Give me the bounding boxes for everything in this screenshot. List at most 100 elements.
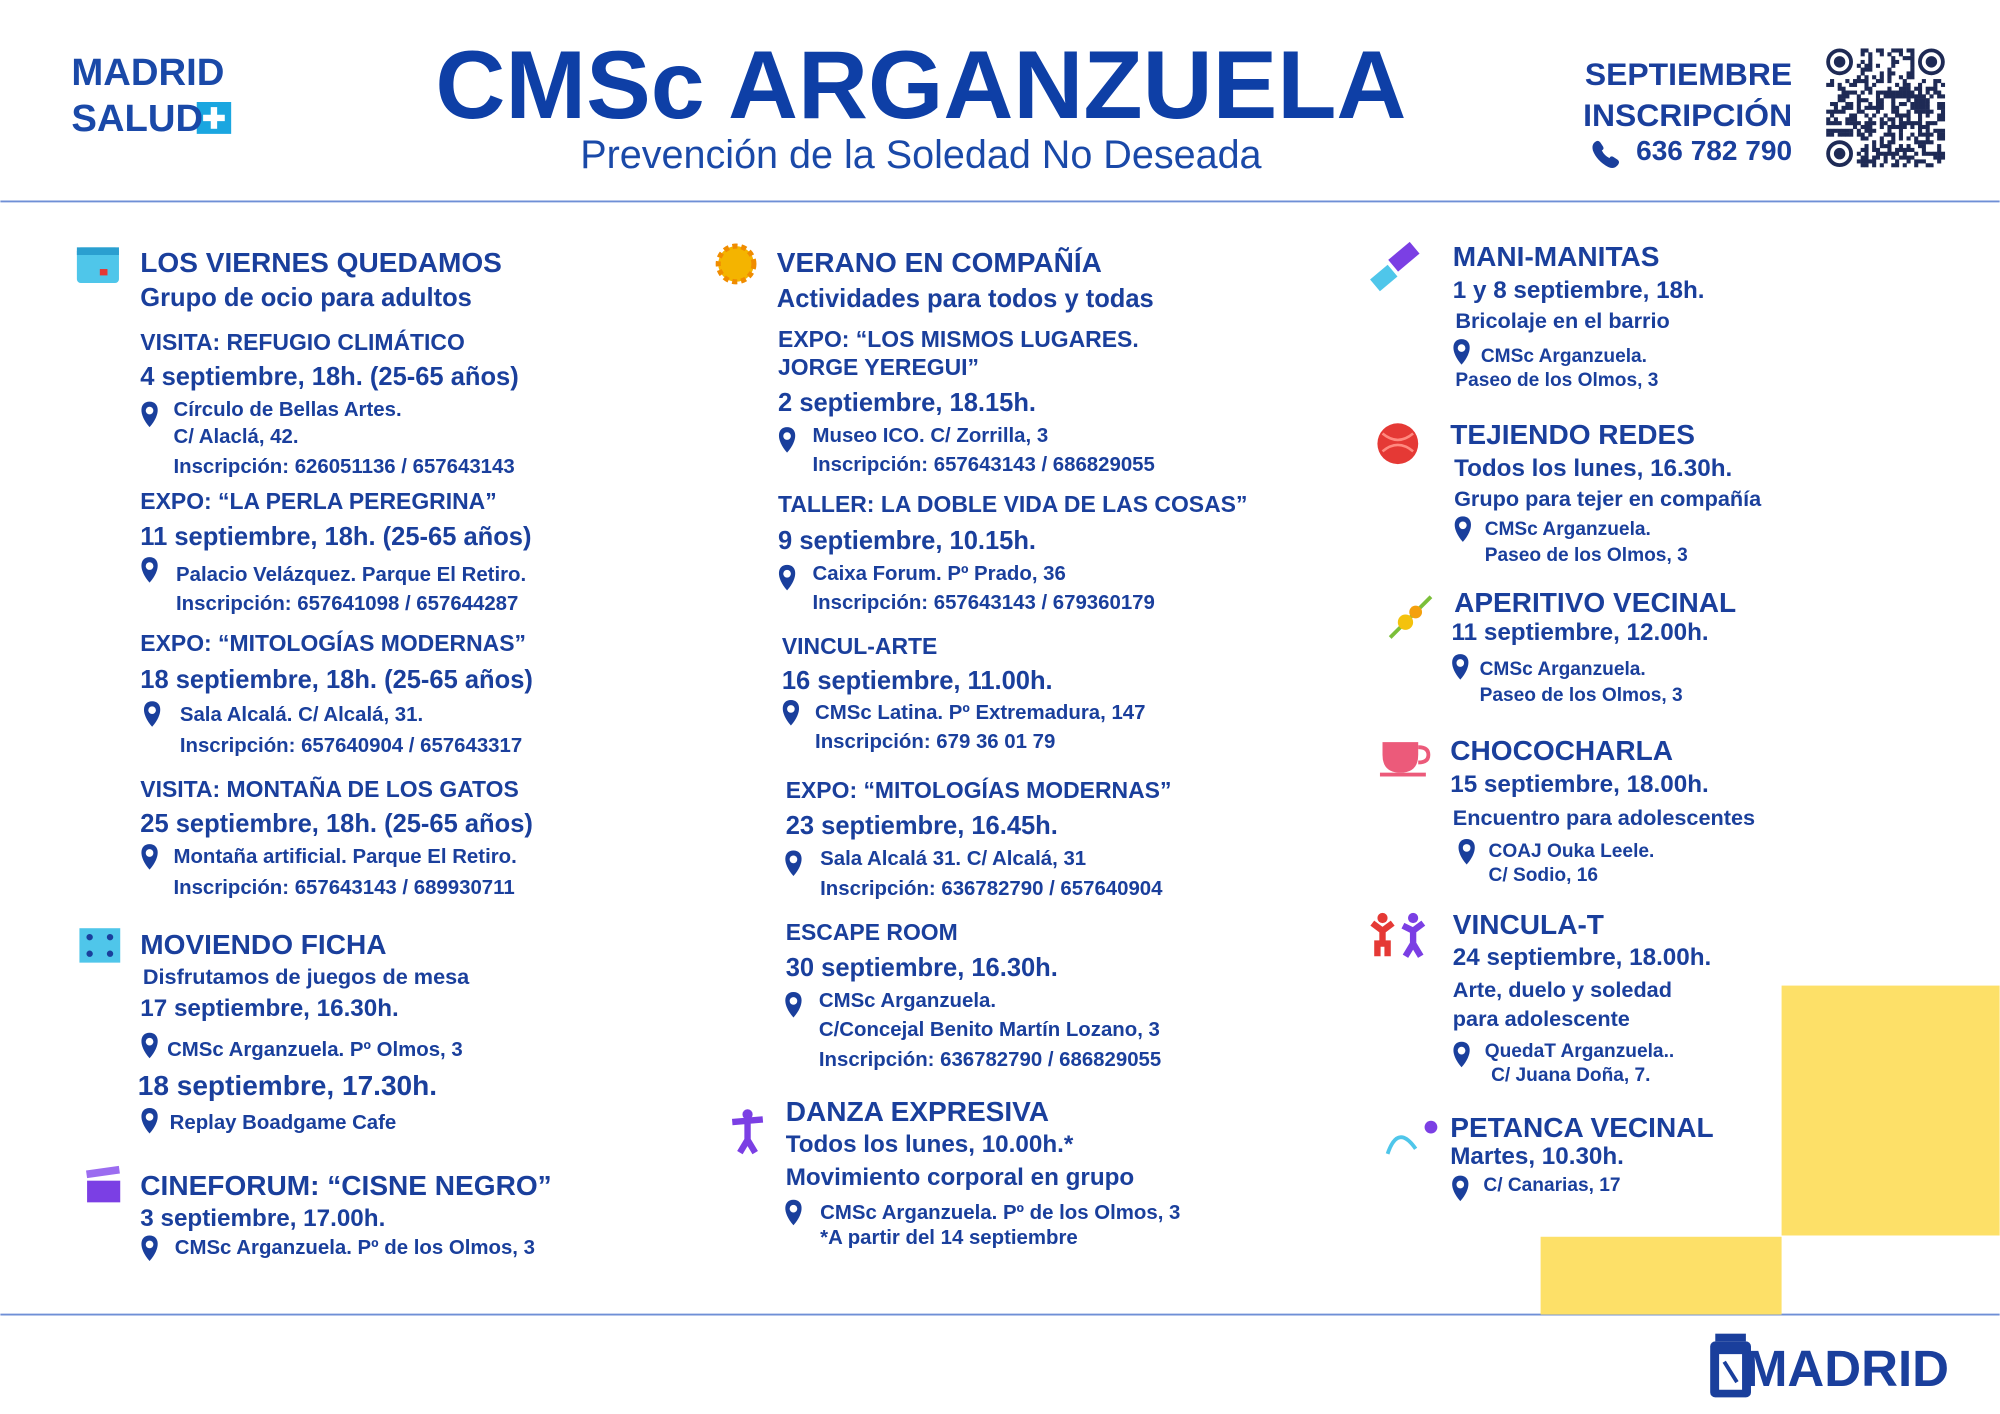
title: CMSc ARGANZUELA xyxy=(435,30,1407,140)
pin xyxy=(141,844,158,870)
section-title: APERITIVO VECINAL xyxy=(1454,587,1737,619)
event-place: Inscripción: 657643143 / 679360179 xyxy=(812,592,1155,615)
event-place: C/Concejal Benito Martín Lozano, 3 xyxy=(818,1019,1160,1042)
yellow-block xyxy=(1781,985,2000,1236)
event-place: CMSc Arganzuela. xyxy=(1479,659,1646,681)
event-place: QuedaT Arganzuela.. xyxy=(1484,1040,1675,1062)
section-title: VINCULA-T xyxy=(1452,908,1604,940)
phone: 636 782 790 xyxy=(1636,134,1793,166)
event-place: Inscripción: 636782790 / 657640904 xyxy=(820,877,1163,900)
section-subtitle: Actividades para todos y todas xyxy=(776,285,1154,314)
event-date: 1 y 8 septiembre, 18h. xyxy=(1452,277,1705,305)
event-place: C/ Sodio, 16 xyxy=(1488,864,1598,886)
section-subtitle: Grupo de ocio para adultos xyxy=(140,284,472,313)
event-place: Inscripción: 657640904 / 657643317 xyxy=(179,734,523,757)
event-date: 17 septiembre, 16.30h. xyxy=(140,995,399,1023)
event-description: para adolescente xyxy=(1452,1006,1630,1032)
event-place: C/ Canarias, 17 xyxy=(1483,1174,1621,1196)
logo-text: SALUD xyxy=(71,96,204,140)
qr-code xyxy=(1826,48,1946,168)
event-date: 18 septiembre, 17.30h. xyxy=(137,1069,438,1101)
event-place: Inscripción: 657643143 / 686829055 xyxy=(812,454,1155,477)
pin xyxy=(778,427,796,453)
event-place: Inscripción: 657643143 / 689930711 xyxy=(173,876,515,899)
event-date: 30 septiembre, 16.30h. xyxy=(785,953,1058,982)
pin xyxy=(1452,1175,1469,1202)
event-place: Inscripción: 626051136 / 657643143 xyxy=(173,455,515,478)
pins xyxy=(141,339,1475,1261)
yellow-block xyxy=(1540,1236,1782,1315)
pin xyxy=(785,1199,802,1226)
event-place: CMSc Arganzuela. xyxy=(1484,519,1651,541)
pin xyxy=(1454,516,1471,542)
section-title: VERANO EN COMPAÑÍA xyxy=(776,246,1102,278)
event-date: Todos los lunes, 10.00h.* xyxy=(785,1130,1074,1158)
event-place: Paseo de los Olmos, 3 xyxy=(1484,544,1688,566)
event-place: Inscripción: 657641098 / 657644287 xyxy=(176,593,519,616)
pin xyxy=(1458,838,1475,865)
event-date: 23 septiembre, 16.45h. xyxy=(785,812,1058,841)
event-place: Sala Alcalá. C/ Alcalá, 31. xyxy=(179,704,424,727)
registration: INSCRIPCIÓN xyxy=(1583,96,1793,133)
pin xyxy=(1453,1041,1470,1068)
phone-icon xyxy=(1592,140,1620,169)
event-place: Sala Alcalá 31. C/ Alcalá, 31 xyxy=(820,848,1087,871)
pin xyxy=(782,699,800,726)
event-description: Grupo para tejer en compañía xyxy=(1454,485,1762,511)
event-date: 4 septiembre, 18h. (25-65 años) xyxy=(140,363,519,392)
event-name: TALLER: LA DOBLE VIDA DE LAS COSAS” xyxy=(778,491,1248,518)
event-place: Inscripción: 636782790 / 686829055 xyxy=(818,1048,1162,1071)
event-name: ESCAPE ROOM xyxy=(785,918,958,945)
event-name: JORGE YEREGUI” xyxy=(778,353,980,380)
event-place: Replay Boadgame Cafe xyxy=(169,1112,397,1135)
event-place: C/ Alaclá, 42. xyxy=(173,426,299,449)
section-title: MOVIENDO FICHA xyxy=(140,929,387,961)
event-date: 11 septiembre, 12.00h. xyxy=(1451,619,1709,647)
section-title: LOS VIERNES QUEDAMOS xyxy=(140,246,502,278)
event-date: Todos los lunes, 16.30h. xyxy=(1454,454,1733,482)
event-description: Encuentro para adolescentes xyxy=(1452,804,1756,830)
section-title: MANI-MANITAS xyxy=(1452,240,1660,272)
event-place: Paseo de los Olmos, 3 xyxy=(1455,369,1659,391)
event-date: 16 septiembre, 11.00h. xyxy=(781,666,1053,695)
event-date: 15 septiembre, 18.00h. xyxy=(1450,770,1709,798)
event-place: Montaña artificial. Parque El Retiro. xyxy=(173,845,517,868)
section-title: DANZA EXPRESIVA xyxy=(785,1096,1050,1128)
event-description: Disfrutamos de juegos de mesa xyxy=(142,964,470,990)
pin xyxy=(141,1235,158,1261)
event-name: EXPO: “LOS MISMOS LUGARES. xyxy=(778,325,1139,352)
event-date: 18 septiembre, 18h. (25-65 años) xyxy=(140,665,533,694)
pin xyxy=(143,701,161,727)
section-title: PETANCA VECINAL xyxy=(1450,1111,1714,1143)
event-date: 2 septiembre, 18.15h. xyxy=(778,388,1037,417)
event-name: VISITA: REFUGIO CLIMÁTICO xyxy=(140,329,465,356)
pin xyxy=(141,1032,158,1059)
event-place: Paseo de los Olmos, 3 xyxy=(1479,684,1683,706)
logo-text: MADRID xyxy=(71,50,225,94)
event-name: EXPO: “MITOLOGÍAS MODERNAS” xyxy=(140,630,527,657)
event-place: Museo ICO. C/ Zorrilla, 3 xyxy=(812,424,1049,447)
pin xyxy=(785,850,802,876)
subtitle: Prevención de la Soledad No Deseada xyxy=(580,132,1262,177)
event-place: Círculo de Bellas Artes. xyxy=(173,399,402,422)
event-date: 24 septiembre, 18.00h. xyxy=(1452,944,1712,972)
event-date: 25 septiembre, 18h. (25-65 años) xyxy=(140,809,533,838)
event-place: *A partir del 14 septiembre xyxy=(820,1227,1078,1250)
event-name: VISITA: MONTAÑA DE LOS GATOS xyxy=(140,775,519,802)
pin xyxy=(1452,654,1469,680)
pin xyxy=(141,401,158,428)
pin xyxy=(141,557,158,583)
event-place: C/ Juana Doña, 7. xyxy=(1491,1065,1651,1087)
section-title: TEJIENDO REDES xyxy=(1450,419,1695,451)
event-name: EXPO: “MITOLOGÍAS MODERNAS” xyxy=(785,777,1172,804)
event-place: CMSc Arganzuela. Pº Olmos, 3 xyxy=(167,1038,463,1061)
event-place: Caixa Forum. Pº Prado, 36 xyxy=(812,562,1066,585)
event-place: CMSc Arganzuela. xyxy=(818,990,997,1013)
event-description: Bricolaje en el barrio xyxy=(1455,308,1670,334)
event-name: VINCUL-ARTE xyxy=(781,632,938,659)
salud-plus xyxy=(196,102,232,134)
section-title: CINEFORUM: “CISNE NEGRO” xyxy=(140,1170,552,1202)
event-place: CMSc Arganzuela. xyxy=(1480,345,1647,367)
event-date: Movimiento corporal en grupo xyxy=(785,1163,1135,1191)
